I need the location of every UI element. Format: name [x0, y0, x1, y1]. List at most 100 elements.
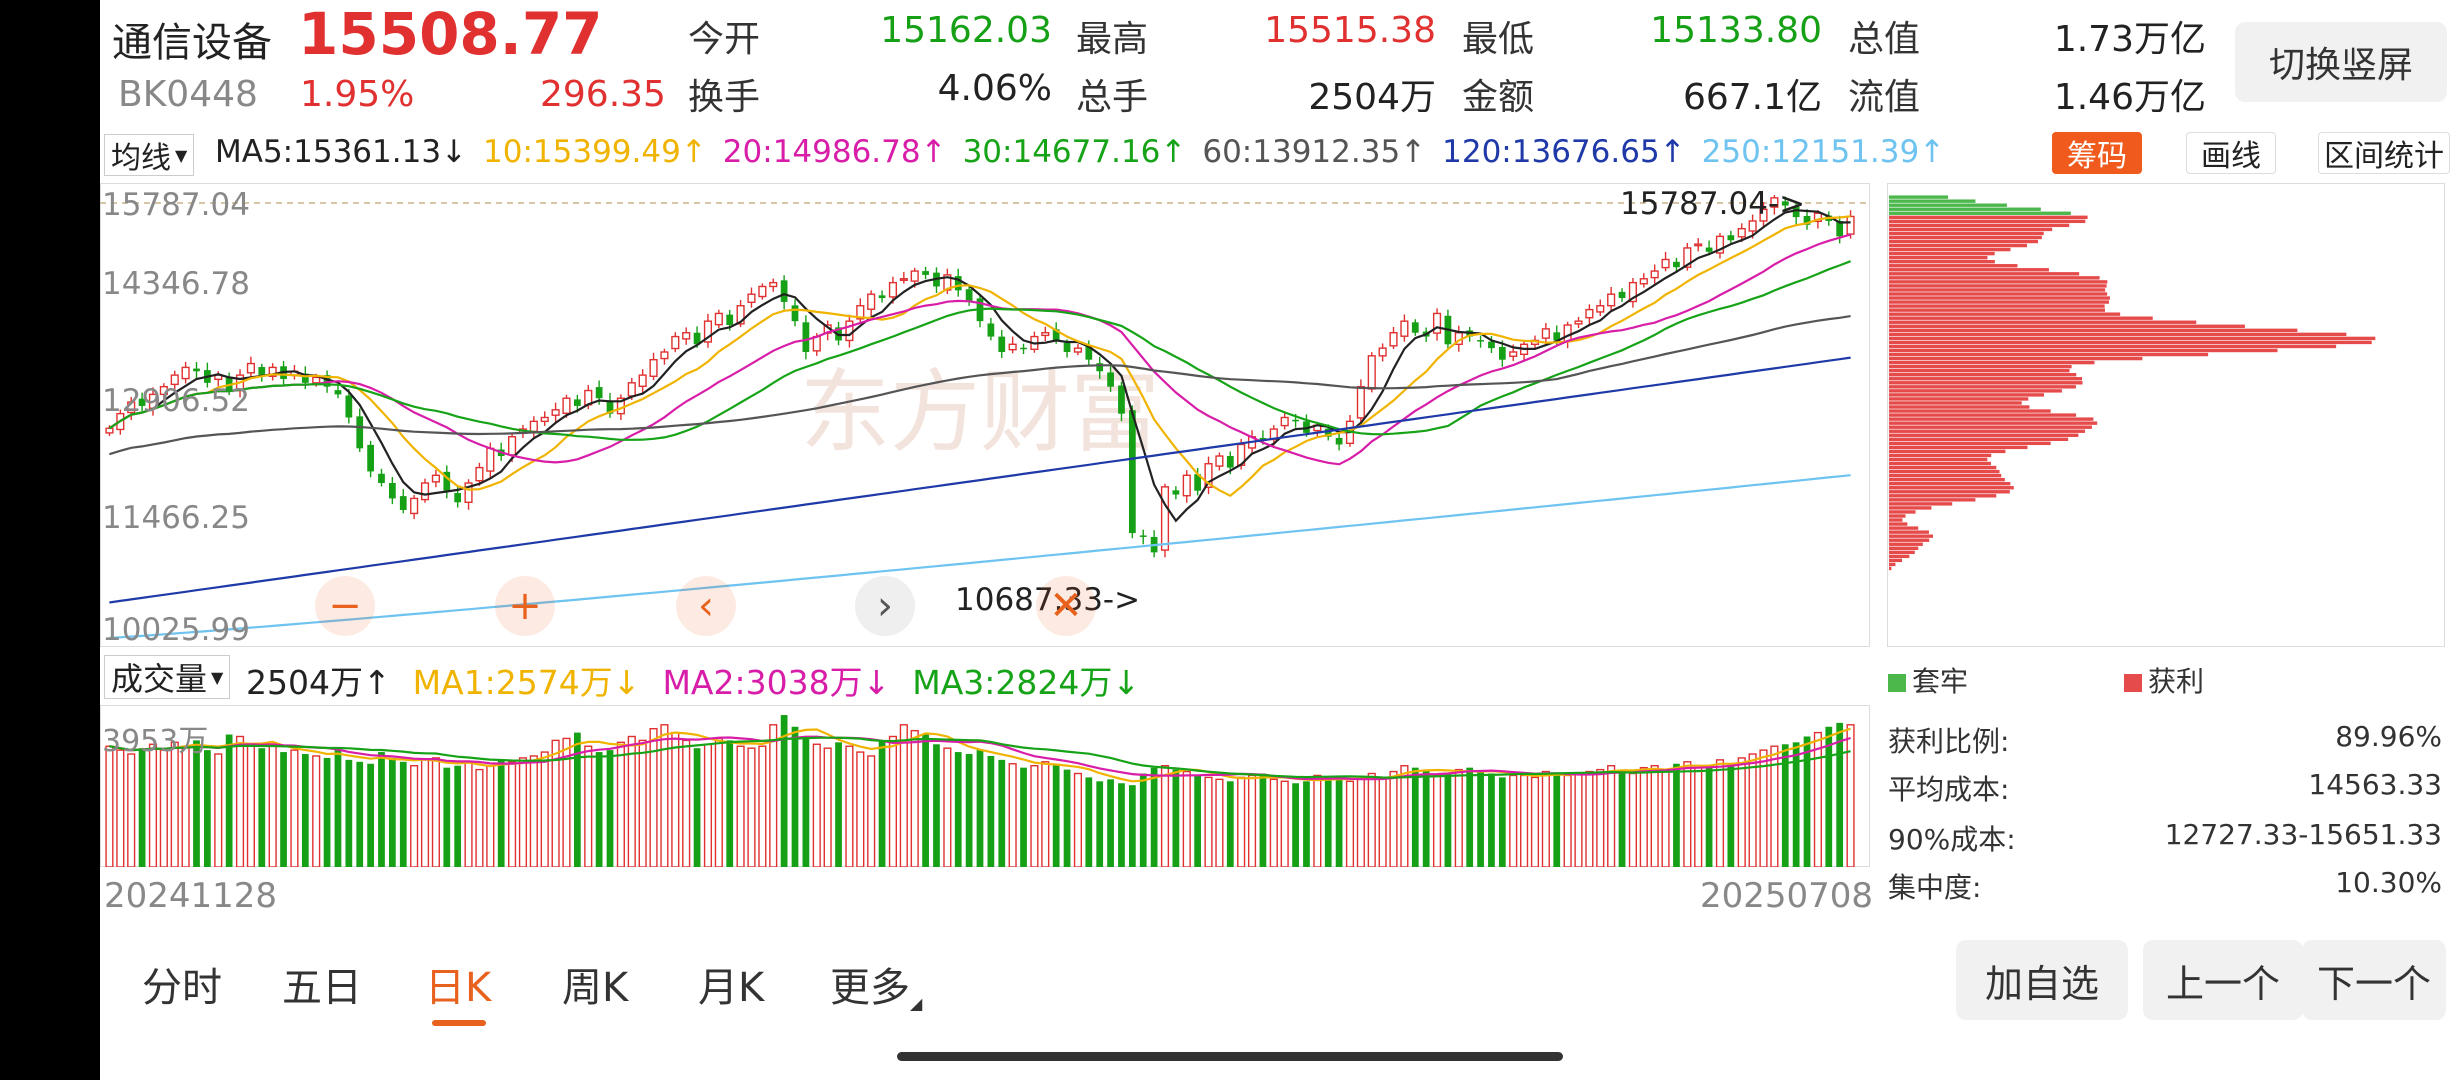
volume-bar — [529, 755, 538, 867]
candle-body — [899, 278, 908, 281]
scroll-left-button[interactable]: ‹ — [676, 576, 736, 636]
range-stats-button[interactable]: 区间统计 — [2318, 132, 2450, 174]
volume-bar — [1107, 779, 1114, 867]
tab-daily-k[interactable]: 日K — [425, 965, 492, 1011]
reset-zoom-button[interactable]: ✕ — [1036, 576, 1096, 636]
volume-bar — [1063, 769, 1071, 867]
volume-selector[interactable]: 成交量 ▼ — [104, 655, 231, 699]
chip-bar — [1889, 243, 2028, 248]
chip-bar — [1889, 405, 2030, 409]
volume-bar — [1498, 777, 1506, 867]
previous-button[interactable]: 上一个 — [2143, 940, 2303, 1020]
chip-bar — [1889, 320, 2197, 324]
ma-line-250 — [109, 474, 1851, 639]
ma-value-6: 250:12151.39↑ — [1701, 134, 1946, 170]
volume-bar — [1705, 765, 1713, 867]
tab-monthly-k[interactable]: 月K — [698, 965, 765, 1011]
change-percent: 1.95% — [300, 74, 415, 115]
chip-bar — [1889, 413, 2077, 417]
chip-bar — [1889, 397, 2029, 401]
quote-field-value: 15162.03 — [880, 10, 1052, 51]
zoom-out-button[interactable]: − — [315, 576, 375, 636]
candle-body — [1292, 419, 1299, 422]
volume-bar — [660, 724, 669, 867]
volume-bar — [170, 741, 179, 867]
ma-selector[interactable]: 均线 ▼ — [104, 134, 195, 176]
volume-bar — [1520, 774, 1529, 867]
chip-bar — [1889, 473, 2002, 478]
candle-body — [1628, 281, 1637, 303]
candle-body — [1411, 322, 1419, 333]
volume-bar — [1118, 783, 1125, 867]
volume-chart-frame[interactable] — [100, 705, 1870, 867]
volume-bar — [1574, 772, 1583, 867]
quote-field-label: 总值 — [1848, 19, 1921, 60]
volume-bar — [486, 765, 495, 867]
candle-body — [475, 466, 484, 482]
volume-bar — [388, 757, 396, 867]
candle-body — [356, 416, 364, 449]
chip-bar — [1889, 502, 1953, 506]
chip-bar — [1889, 207, 2041, 211]
quote-field-label: 今开 — [688, 19, 761, 60]
volume-bar — [616, 741, 625, 867]
chip-bar — [1889, 482, 2011, 486]
volume-bar — [1488, 773, 1495, 867]
candle-body — [323, 375, 331, 387]
stat-value-90-cost: 12727.33-15651.33 — [2164, 818, 2442, 851]
chip-bar — [1889, 461, 1991, 466]
candle-body — [1759, 208, 1768, 222]
chip-bar — [1889, 530, 1929, 534]
volume-bar — [1020, 767, 1027, 867]
chip-bar — [1889, 486, 2014, 490]
add-watchlist-button[interactable]: 加自选 — [1956, 940, 2128, 1020]
volume-chart[interactable] — [100, 705, 1870, 867]
stat-label-avg-cost: 平均成本: — [1888, 773, 2010, 806]
kline-chart-frame[interactable] — [100, 183, 1870, 647]
home-indicator — [897, 1052, 1563, 1061]
candle-body — [671, 335, 680, 350]
volume-bar — [258, 748, 266, 867]
volume-bar — [1324, 777, 1332, 867]
candle-body — [551, 409, 560, 416]
scroll-right-button[interactable]: › — [855, 576, 915, 636]
candle-body — [1803, 215, 1811, 225]
tab-five-day[interactable]: 五日 — [282, 965, 362, 1011]
volume-bar — [116, 749, 125, 867]
volume-bar — [671, 731, 680, 867]
candle-body — [181, 366, 190, 380]
chip-bar — [1889, 255, 1988, 260]
chips-button[interactable]: 筹码 — [2052, 132, 2142, 174]
candle-body — [802, 322, 810, 352]
volume-bar — [638, 739, 647, 867]
chip-bar — [1889, 239, 2038, 244]
candle-body — [714, 312, 723, 326]
volume-bar — [105, 745, 114, 867]
legend-profit-label: 获利 — [2148, 665, 2205, 698]
candle-body — [431, 474, 440, 483]
kline-chart[interactable]: 东方财富 — [100, 183, 1870, 647]
zoom-in-button[interactable]: + — [495, 576, 555, 636]
ma-line-60 — [109, 315, 1851, 456]
chip-bar — [1889, 300, 2109, 304]
tab-weekly-k[interactable]: 周K — [562, 965, 629, 1011]
volume-bar — [214, 753, 223, 867]
candle-body — [1020, 347, 1027, 350]
next-button[interactable]: 下一个 — [2302, 940, 2446, 1020]
draw-line-button[interactable]: 画线 — [2186, 132, 2276, 174]
candle-body — [1737, 227, 1746, 238]
switch-portrait-button[interactable]: 切换竖屏 — [2235, 22, 2447, 102]
volume-bar — [345, 759, 353, 867]
quote-field-label: 换手 — [688, 77, 761, 118]
chip-bar — [1889, 227, 2053, 232]
ma-value-3: 30:14677.16↑ — [962, 134, 1187, 170]
volume-bar — [1673, 763, 1680, 867]
volume-bar — [1204, 776, 1213, 867]
volume-bar — [464, 761, 473, 867]
tab-more[interactable]: 更多◢ — [830, 955, 922, 1013]
chevron-down-icon: ▼ — [175, 145, 188, 165]
chip-bar — [1889, 260, 1995, 264]
chip-bar — [1889, 280, 2108, 284]
volume-bar — [246, 743, 255, 867]
tab-intraday[interactable]: 分时 — [142, 965, 222, 1011]
